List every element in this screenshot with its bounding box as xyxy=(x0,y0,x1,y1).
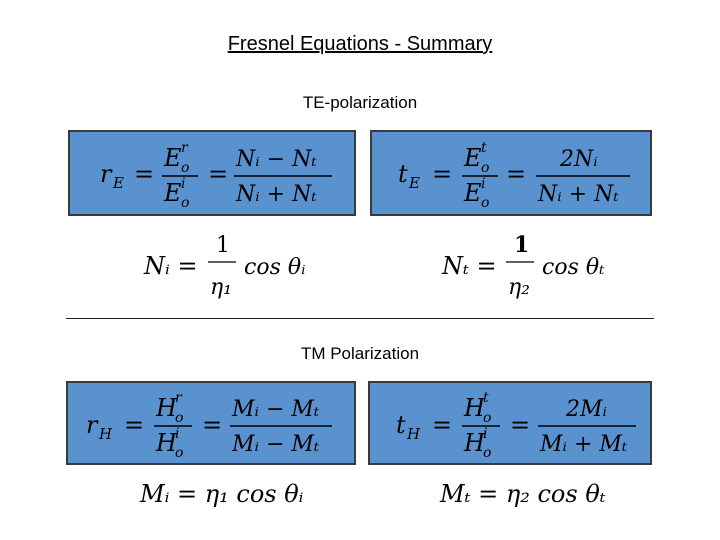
equation-Mt: Mₜ = η₂ cos θₜ xyxy=(440,480,606,508)
tE-num2: 2Nᵢ xyxy=(559,147,598,172)
rE-lhs: r xyxy=(100,160,113,188)
tH-num1-sup: t xyxy=(483,390,489,406)
Ni-lhs: Nᵢ = xyxy=(143,252,198,280)
tH-den2: Mᵢ + Mₜ xyxy=(539,432,628,457)
tH-lhs-sub: H xyxy=(406,425,421,443)
rE-eq1: = xyxy=(134,160,154,188)
tE-eq2: = xyxy=(506,160,526,188)
Nt-denom: η₂ xyxy=(508,275,530,300)
tE-num1-sub: o xyxy=(481,160,489,176)
rH-eq2: = xyxy=(202,411,222,439)
section-divider xyxy=(66,318,654,319)
Ni-numer: 1 xyxy=(216,233,230,258)
rE-num1: E xyxy=(163,144,182,172)
rE-num2: Nᵢ − Nₜ xyxy=(235,147,317,172)
rH-num1: H xyxy=(155,394,178,422)
Nt-numer: 1 xyxy=(514,232,529,258)
rH-den2: Mᵢ − Mₜ xyxy=(231,432,320,457)
equation-box-tE: t E = E t o E i o = 2Nᵢ Nᵢ + Nₜ xyxy=(370,130,652,216)
rE-num1-sub: o xyxy=(181,160,189,176)
equation-Mi: Mᵢ = η₁ cos θᵢ xyxy=(140,480,304,508)
equation-box-rE: r E = E r o E i o = Nᵢ − Nₜ Nᵢ + Nₜ xyxy=(68,130,356,216)
rE-den1-sub: o xyxy=(181,195,189,211)
rE-num1-sup: r xyxy=(181,140,189,156)
rH-num1-sub: o xyxy=(175,410,183,426)
tH-num1-sub: o xyxy=(483,410,491,426)
Nt-tail: cos θₜ xyxy=(542,255,605,280)
tE-num1-sup: t xyxy=(481,140,487,156)
tE-num1: E xyxy=(463,144,482,172)
rH-num1-sup: r xyxy=(175,390,183,406)
rH-lhs-sub: H xyxy=(98,425,113,443)
tH-num1: H xyxy=(463,394,486,422)
equation-box-rH: r H = H r o H i o = Mᵢ − Mₜ Mᵢ − Mₜ xyxy=(66,381,356,465)
tE-eq1: = xyxy=(432,160,452,188)
rH-num2: Mᵢ − Mₜ xyxy=(231,397,320,422)
rH-lhs: r xyxy=(86,411,99,439)
rH-den1: H xyxy=(155,429,178,457)
tH-eq1: = xyxy=(432,411,452,439)
rH-den1-sub: o xyxy=(175,445,183,461)
rE-lhs-sub: E xyxy=(112,174,124,192)
slide-title: Fresnel Equations - Summary xyxy=(227,33,493,55)
tH-den1-sup: i xyxy=(483,426,487,442)
tE-den2: Nᵢ + Nₜ xyxy=(537,182,619,207)
tH-num2: 2Mᵢ xyxy=(565,397,607,422)
rE-den1: E xyxy=(163,179,182,207)
Nt-lhs: Nₜ = xyxy=(441,252,497,280)
tH-lhs: t xyxy=(396,411,406,439)
tE-lhs-sub: E xyxy=(408,174,420,192)
rE-den1-sup: i xyxy=(181,176,185,192)
tE-den1: E xyxy=(463,179,482,207)
tm-heading: TM Polarization xyxy=(300,344,420,363)
equation-Ni: Nᵢ = 1 η₁ cos θᵢ xyxy=(140,228,340,302)
equation-Nt: Nₜ = 1 η₂ cos θₜ xyxy=(438,228,638,302)
rE-den2: Nᵢ + Nₜ xyxy=(235,182,317,207)
Ni-denom: η₁ xyxy=(210,275,232,300)
equation-tE: t E = E t o E i o = 2Nᵢ Nᵢ + Nₜ xyxy=(398,140,630,211)
rE-eq2: = xyxy=(208,160,228,188)
rH-eq1: = xyxy=(124,411,144,439)
equation-box-tH: t H = H t o H i o = 2Mᵢ Mᵢ + Mₜ xyxy=(368,381,652,465)
tE-den1-sup: i xyxy=(481,176,485,192)
tE-den1-sub: o xyxy=(481,195,489,211)
equation-tH: t H = H t o H i o = 2Mᵢ Mᵢ + Mₜ xyxy=(396,390,636,461)
te-heading: TE-polarization xyxy=(302,93,418,112)
rH-den1-sup: i xyxy=(175,426,179,442)
tH-eq2: = xyxy=(510,411,530,439)
tH-den1-sub: o xyxy=(483,445,491,461)
Ni-tail: cos θᵢ xyxy=(244,255,306,280)
tE-lhs: t xyxy=(398,160,408,188)
tH-den1: H xyxy=(463,429,486,457)
equation-rH: r H = H r o H i o = Mᵢ − Mₜ Mᵢ − Mₜ xyxy=(86,390,332,461)
equation-rE: r E = E r o E i o = Nᵢ − Nₜ Nᵢ + Nₜ xyxy=(100,140,332,211)
